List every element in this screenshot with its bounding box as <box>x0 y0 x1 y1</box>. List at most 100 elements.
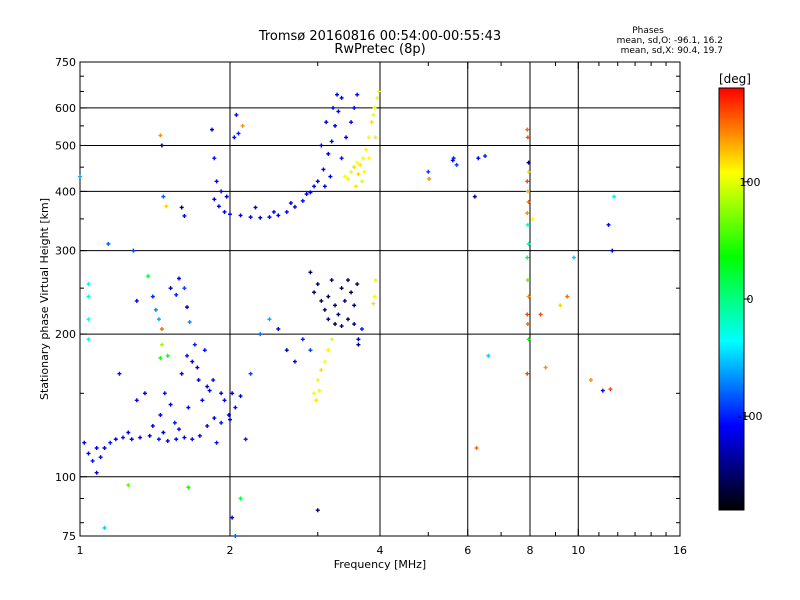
data-point <box>240 123 245 128</box>
data-point <box>284 348 289 353</box>
y-tick-label: 300 <box>55 245 76 258</box>
data-point <box>608 387 613 392</box>
data-point <box>600 388 605 393</box>
x-tick-label: 6 <box>464 544 471 557</box>
data-point <box>138 435 143 440</box>
data-point <box>147 433 152 438</box>
data-point <box>308 348 313 353</box>
data-point <box>205 384 210 389</box>
data-point <box>98 455 103 460</box>
data-point <box>375 95 380 100</box>
colorbar-tick-label: 0 <box>747 293 754 306</box>
y-tick-label: 75 <box>62 530 76 543</box>
data-point <box>565 294 570 299</box>
data-point <box>174 292 179 297</box>
data-point <box>214 440 219 445</box>
x-tick-label: 16 <box>673 544 687 557</box>
colorbar: [deg] 100 0 -100 <box>718 72 763 511</box>
data-point <box>326 348 331 353</box>
data-point <box>182 213 187 218</box>
chart-subtitle: RwPretec (8p) <box>334 42 425 57</box>
data-point <box>326 151 331 156</box>
data-point <box>222 209 227 214</box>
data-point <box>300 198 305 203</box>
x-axis-label: Frequency [MHz] <box>334 558 426 571</box>
data-point <box>333 123 338 128</box>
data-point <box>454 162 459 167</box>
x-tick-label: 1 <box>77 544 84 557</box>
data-point <box>219 189 224 194</box>
data-point <box>356 172 361 177</box>
data-point <box>232 135 237 140</box>
data-point <box>190 359 195 364</box>
data-point <box>238 213 243 218</box>
data-point <box>238 394 243 399</box>
data-point <box>238 496 243 501</box>
data-point <box>324 120 329 125</box>
data-point <box>451 156 456 161</box>
data-point <box>372 294 377 299</box>
data-point <box>214 179 219 184</box>
data-point <box>361 156 366 161</box>
data-point <box>355 160 360 165</box>
data-point <box>312 391 317 396</box>
colorbar-tick-label: -100 <box>738 410 763 423</box>
data-point <box>159 327 164 332</box>
chart-title: Tromsø 20160816 00:54:00-00:55:43 <box>258 29 501 44</box>
data-point <box>319 298 324 303</box>
data-point <box>224 194 229 199</box>
data-point <box>179 371 184 376</box>
data-point <box>121 435 126 440</box>
data-point <box>359 327 364 332</box>
data-point <box>349 169 354 174</box>
data-point <box>226 413 231 418</box>
data-point <box>317 388 322 393</box>
data-point <box>364 147 369 152</box>
data-point <box>538 312 543 317</box>
data-point <box>86 337 91 342</box>
data-point <box>158 133 163 138</box>
data-point <box>126 430 131 435</box>
data-point <box>142 391 147 396</box>
data-point <box>162 391 167 396</box>
data-point <box>526 169 531 174</box>
data-point <box>356 342 361 347</box>
data-point <box>426 169 431 174</box>
data-point <box>328 174 333 179</box>
data-point <box>156 317 161 322</box>
data-point <box>179 205 184 210</box>
data-point <box>339 324 344 329</box>
data-point <box>228 417 232 422</box>
data-point <box>530 216 535 221</box>
data-point <box>228 212 232 217</box>
data-point <box>525 312 530 317</box>
data-point <box>156 437 161 442</box>
data-point <box>319 367 324 372</box>
data-point <box>588 378 593 383</box>
data-point <box>192 342 197 347</box>
data-point <box>258 332 263 337</box>
data-point <box>248 371 253 376</box>
data-point <box>308 270 313 275</box>
data-point <box>86 294 91 299</box>
data-point <box>366 135 371 140</box>
data-point <box>209 127 214 132</box>
y-tick-label: 500 <box>55 139 76 152</box>
data-point <box>234 112 239 117</box>
data-point <box>195 365 200 370</box>
data-point <box>185 305 190 310</box>
data-point <box>352 322 357 327</box>
data-point <box>339 156 344 161</box>
data-point <box>233 405 238 410</box>
axis-ticks: 1 2 4 6 8 10 16 75 100 200 300 400 500 600 750 <box>55 56 687 557</box>
data-point <box>106 241 111 246</box>
data-point <box>108 440 113 445</box>
x-tick-label: 8 <box>527 544 534 557</box>
data-point <box>258 215 263 220</box>
data-point <box>329 139 334 144</box>
data-point <box>322 307 327 312</box>
data-point <box>525 255 530 260</box>
y-tick-label: 100 <box>55 471 76 484</box>
data-point <box>200 398 205 403</box>
data-point <box>94 470 99 475</box>
